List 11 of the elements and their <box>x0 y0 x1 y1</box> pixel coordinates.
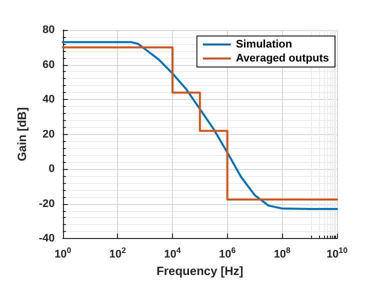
y-tick-label: -40 <box>38 232 55 245</box>
y-tick-label: 60 <box>42 58 55 71</box>
y-tick-label: 40 <box>42 94 55 106</box>
y-tick-label: 0 <box>48 163 55 176</box>
y-tick-label: 80 <box>42 24 55 36</box>
y-axis-title: Gain [dB] <box>15 107 29 162</box>
y-tick-label: 20 <box>42 128 55 140</box>
legend-label: Simulation <box>236 38 292 50</box>
y-tick-label: -20 <box>38 198 55 210</box>
x-axis-title: Frequency [Hz] <box>156 264 244 278</box>
legend-label: Averaged outputs <box>236 52 330 64</box>
